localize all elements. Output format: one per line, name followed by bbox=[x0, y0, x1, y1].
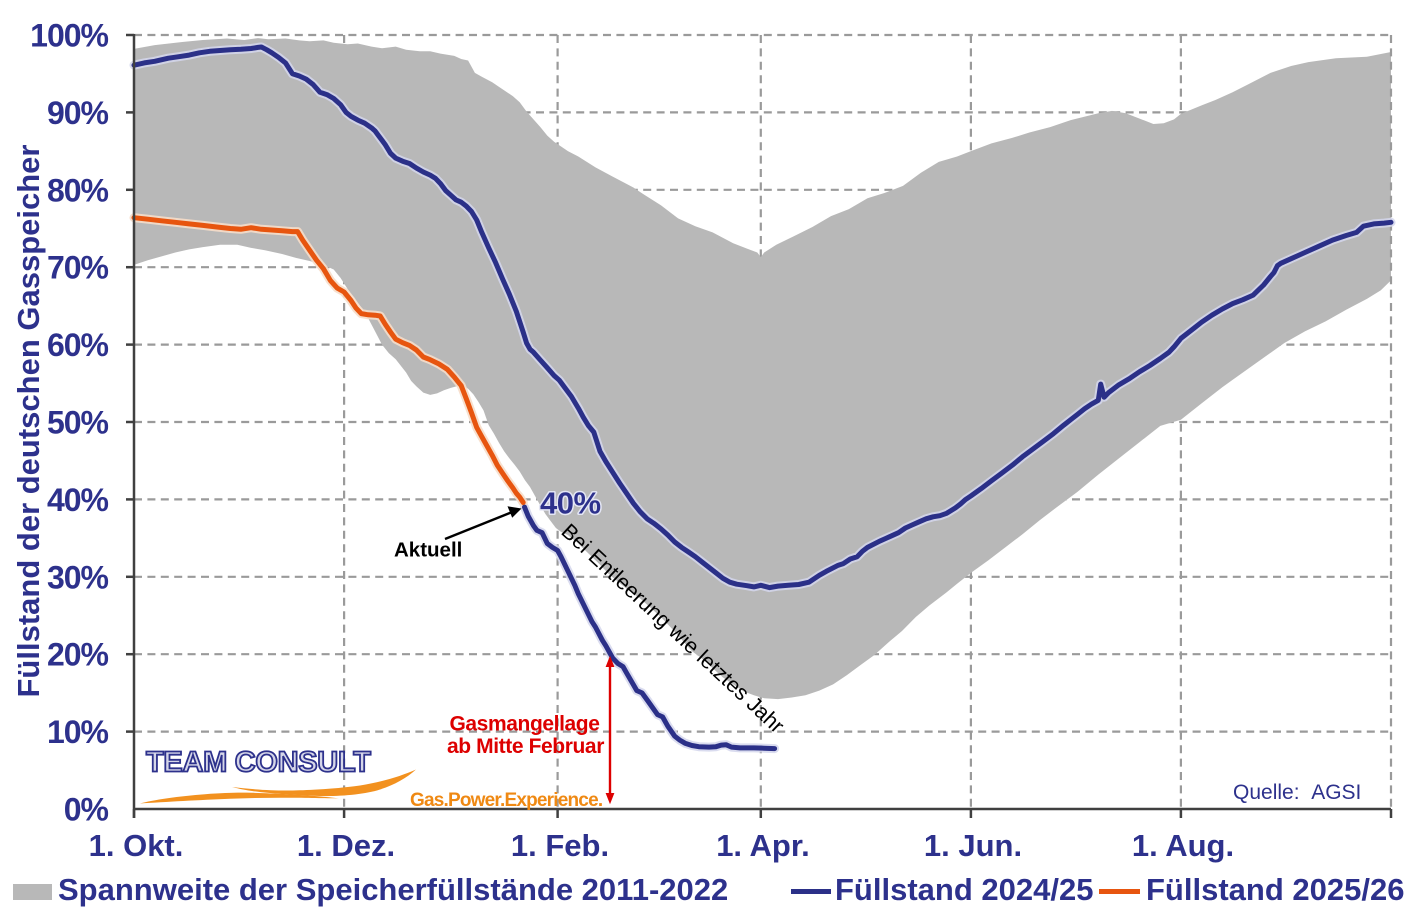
svg-text:Aktuell: Aktuell bbox=[394, 539, 462, 562]
svg-text:Füllstand der deutschen Gasspe: Füllstand der deutschen Gasspeicher bbox=[11, 145, 46, 698]
svg-text:10%: 10% bbox=[47, 714, 109, 750]
svg-text:70%: 70% bbox=[47, 250, 109, 286]
svg-text:100%: 100% bbox=[30, 18, 108, 54]
svg-text:0%: 0% bbox=[64, 792, 109, 828]
svg-text:TEAM CONSULT: TEAM CONSULT bbox=[146, 747, 371, 779]
svg-text:ab Mitte Februar: ab Mitte Februar bbox=[447, 735, 604, 758]
svg-text:1. Okt.: 1. Okt. bbox=[89, 828, 184, 863]
svg-text:1. Aug.: 1. Aug. bbox=[1132, 828, 1234, 863]
svg-text:20%: 20% bbox=[47, 637, 109, 673]
svg-text:1. Jun.: 1. Jun. bbox=[924, 828, 1022, 863]
svg-text:Füllstand 2024/25: Füllstand 2024/25 bbox=[835, 872, 1093, 907]
svg-text:Füllstand 2025/26: Füllstand 2025/26 bbox=[1146, 872, 1404, 907]
svg-text:Spannweite der Speicherfüllstä: Spannweite der Speicherfüllstände 2011-2… bbox=[58, 872, 728, 907]
svg-text:30%: 30% bbox=[47, 559, 109, 595]
svg-text:Quelle: AGSI: Quelle: AGSI bbox=[1233, 781, 1361, 804]
svg-text:Gas.Power.Experience.: Gas.Power.Experience. bbox=[410, 790, 602, 811]
svg-text:40%: 40% bbox=[47, 482, 109, 518]
svg-text:1. Feb.: 1. Feb. bbox=[511, 828, 609, 863]
svg-text:60%: 60% bbox=[47, 327, 109, 363]
svg-text:1. Apr.: 1. Apr. bbox=[716, 828, 810, 863]
svg-text:90%: 90% bbox=[47, 95, 109, 131]
svg-text:40%: 40% bbox=[540, 486, 601, 521]
svg-text:Gasmangellage: Gasmangellage bbox=[449, 713, 599, 736]
svg-text:80%: 80% bbox=[47, 172, 109, 208]
svg-text:50%: 50% bbox=[47, 405, 109, 441]
svg-text:1. Dez.: 1. Dez. bbox=[297, 828, 395, 863]
